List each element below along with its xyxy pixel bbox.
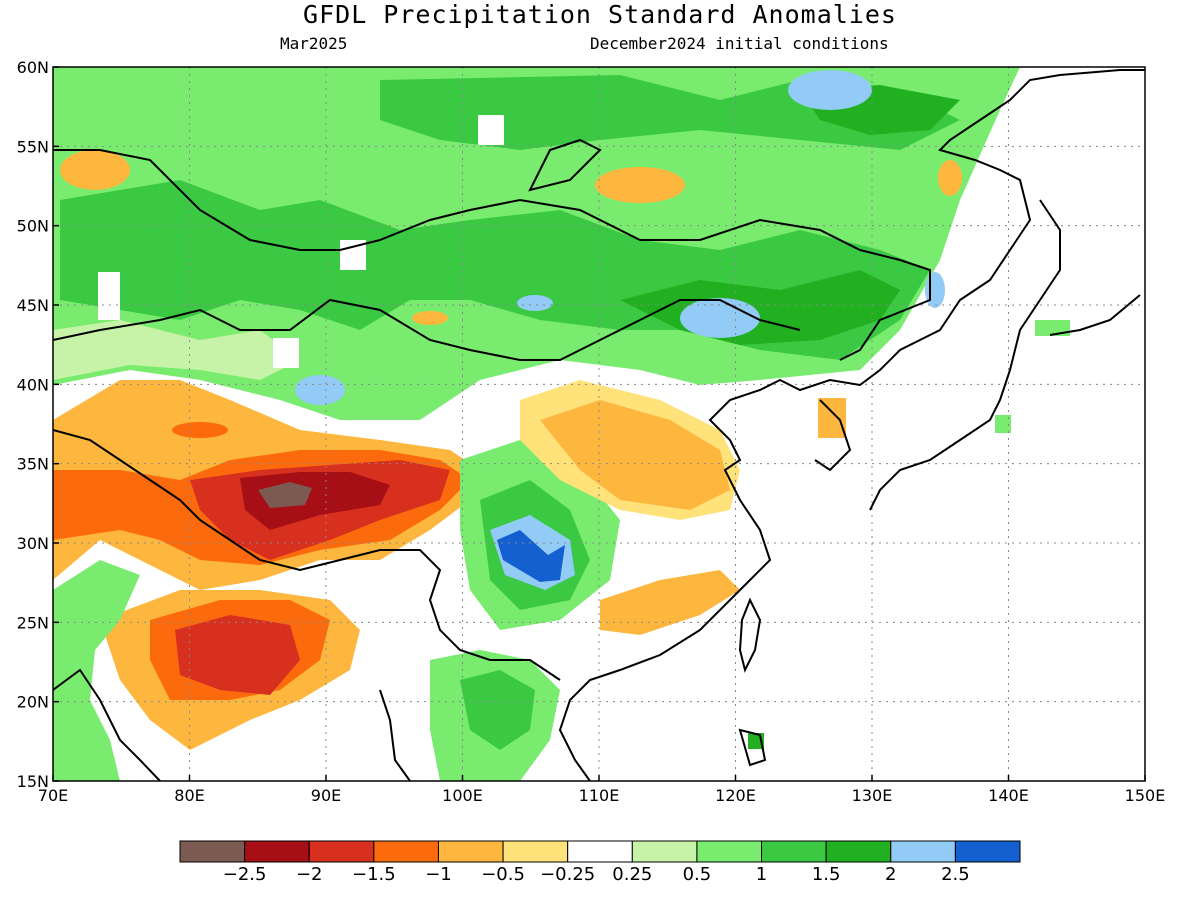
colorbar-swatch — [696, 840, 763, 863]
lon-tick-label: 120E — [715, 786, 756, 805]
missing-patch-1 — [98, 272, 120, 320]
dry-patch-west-siberia — [60, 150, 130, 190]
colorbar-swatch — [244, 840, 310, 863]
missing-patch-4 — [478, 115, 504, 145]
colorbar-label: 0.5 — [683, 864, 712, 885]
colorbar-label: 2 — [885, 864, 896, 885]
lon-tick-label: 150E — [1125, 786, 1166, 805]
dry-patch-east — [938, 160, 962, 196]
colorbar-label: −0.5 — [481, 864, 525, 885]
tibet-dry-extreme — [258, 482, 312, 508]
colorbar-swatch — [954, 840, 1021, 863]
missing-patch-3 — [273, 338, 299, 368]
sichuan-wet-blue — [497, 530, 565, 582]
lat-tick-label: 15N — [17, 772, 49, 791]
lat-tick-label: 60N — [17, 58, 49, 77]
map-title: GFDL Precipitation Standard Anomalies — [303, 0, 897, 29]
lon-tick-label: 70E — [38, 786, 68, 805]
colorbar-label: 2.5 — [941, 864, 970, 885]
tibet-dry-west — [172, 422, 228, 438]
initial-conditions: December2024 initial conditions — [590, 34, 889, 53]
india-wet-strip — [53, 560, 140, 781]
colorbar-label: 0.25 — [612, 864, 652, 885]
lon-tick-label: 130E — [852, 786, 893, 805]
forecast-month: Mar2025 — [280, 34, 348, 53]
japan-wet-patch — [1035, 320, 1070, 336]
lat-tick-label: 55N — [17, 137, 49, 156]
colorbar-swatch — [308, 840, 375, 863]
dry-patch-lake-baikal — [595, 167, 685, 203]
colorbar-label: 1.5 — [812, 864, 841, 885]
colorbar — [179, 840, 1021, 863]
south-china-dry — [600, 570, 740, 635]
colorbar-swatch — [437, 840, 504, 863]
colorbar-labels: −2.5 −2 −1.5 −1 −0.5 −0.25 0.25 0.5 1 1.5 2 2.5 — [223, 864, 970, 885]
pale-green-edges — [53, 320, 300, 380]
colorbar-swatch — [567, 840, 633, 863]
colorbar-swatch — [825, 840, 892, 863]
wet-spot-amur — [925, 272, 945, 308]
lon-tick-label: 140E — [988, 786, 1029, 805]
colorbar-label: −0.25 — [540, 864, 595, 885]
korea-dry-patch — [818, 398, 846, 438]
india-dry-strong — [175, 615, 300, 695]
lon-tick-label: 100E — [442, 786, 483, 805]
wet-spot-xinjiang — [295, 375, 345, 405]
wet-spot-kamchatka — [788, 70, 872, 110]
lat-tick-label: 20N — [17, 693, 49, 712]
dry-patch-mongolia — [412, 311, 448, 325]
lat-tick-label: 25N — [17, 613, 49, 632]
colorbar-swatch — [373, 840, 439, 863]
map-plot-area — [53, 67, 1145, 781]
colorbar-label: −1 — [425, 864, 452, 885]
lon-tick-label: 90E — [311, 786, 341, 805]
wet-spot-mongolia — [517, 295, 553, 311]
indochina-wet-inner — [460, 670, 535, 750]
lon-tick-label: 80E — [174, 786, 204, 805]
wet-spot-manchuria — [680, 298, 760, 338]
lat-tick-label: 30N — [17, 534, 49, 553]
colorbar-label: −2.5 — [223, 864, 267, 885]
axis-tickmarks — [52, 66, 1146, 782]
lat-tick-label: 40N — [17, 375, 49, 394]
north-china-dry-inner — [540, 400, 730, 510]
lat-tick-label: 50N — [17, 217, 49, 236]
colorbar-swatch — [502, 840, 569, 863]
japan-wet-patch-2 — [995, 415, 1011, 433]
latitude-labels: 60N 55N 50N 45N 40N 35N 30N 25N 20N 15N — [17, 58, 49, 791]
longitude-labels: 70E 80E 90E 100E 110E 120E 130E 140E 150E — [38, 786, 1166, 805]
colorbar-swatch — [179, 840, 246, 863]
lon-tick-label: 110E — [579, 786, 620, 805]
colorbar-swatch — [890, 840, 956, 863]
coastlines-borders — [53, 69, 1145, 781]
colorbar-swatch — [631, 840, 698, 863]
colorbar-label: −1.5 — [352, 864, 396, 885]
colorbar-swatch — [761, 840, 827, 863]
colorbar-label: 1 — [756, 864, 767, 885]
map-gridlines — [53, 67, 1145, 781]
colorbar-label: −2 — [296, 864, 323, 885]
lat-tick-label: 35N — [17, 455, 49, 474]
lat-tick-label: 45N — [17, 296, 49, 315]
